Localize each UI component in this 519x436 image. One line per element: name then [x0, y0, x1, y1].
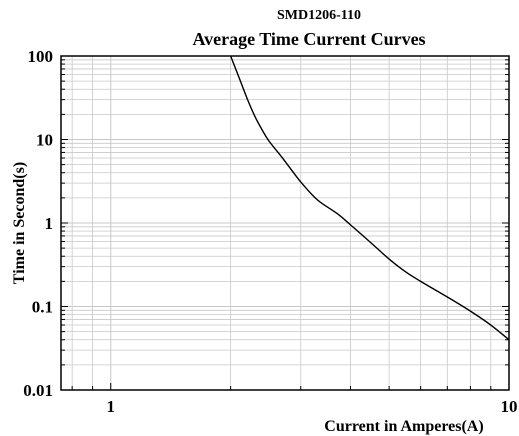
axis-ticks [61, 59, 509, 390]
x-tick-label: 1 [107, 397, 116, 416]
x-tick-label: 10 [501, 397, 518, 416]
chart-title: SMD1206-110 [277, 8, 361, 23]
y-axis-label: Time in Second(s) [11, 162, 28, 284]
y-tick-label: 0.1 [32, 298, 53, 317]
y-tick-label: 10 [36, 131, 53, 150]
series-layer [229, 55, 510, 341]
chart-subtitle: Average Time Current Curves [192, 29, 425, 49]
y-tick-labels: 100 10 1 0.1 0.01 [23, 47, 53, 400]
grid [61, 56, 509, 390]
y-tick-label: 0.01 [23, 381, 53, 400]
y-tick-label: 100 [28, 47, 54, 66]
y-tick-label: 1 [45, 214, 54, 233]
x-axis-label: Current in Amperes(A) [324, 418, 483, 435]
x-tick-labels: 1 10 [107, 397, 518, 416]
series-line [229, 55, 510, 341]
